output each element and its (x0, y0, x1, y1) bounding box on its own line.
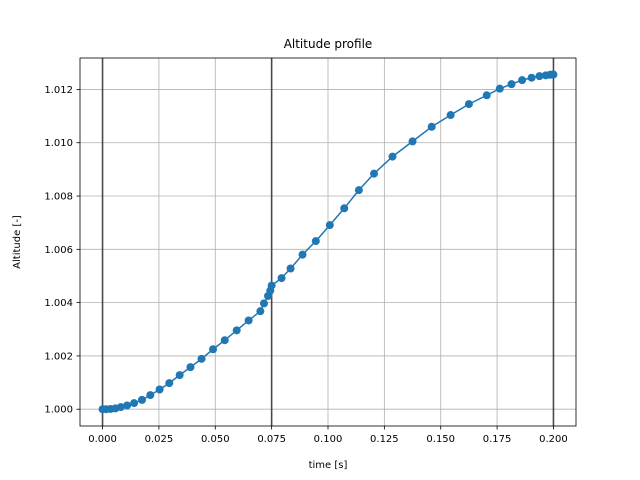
data-point (325, 221, 334, 230)
data-point (535, 72, 544, 81)
x-tick-label: 0.050 (201, 434, 230, 445)
data-point (427, 122, 436, 131)
data-point (549, 70, 558, 79)
x-tick-label: 0.025 (145, 434, 174, 445)
y-tick-label: 1.002 (44, 351, 73, 362)
data-point (175, 371, 184, 380)
y-tick-label: 1.012 (44, 85, 73, 96)
x-tick-label: 0.150 (426, 434, 455, 445)
data-point (197, 354, 206, 363)
y-tick-label: 1.008 (44, 192, 73, 203)
data-point (482, 91, 491, 100)
x-axis-label: time [s] (309, 460, 348, 471)
data-point (286, 264, 295, 273)
data-point (186, 363, 195, 372)
y-tick-label: 1.000 (44, 405, 73, 416)
chart-title: Altitude profile (284, 37, 373, 51)
data-point (155, 385, 164, 394)
data-point (256, 307, 265, 316)
data-point (267, 281, 276, 290)
y-tick-label: 1.006 (44, 245, 73, 256)
data-point (354, 186, 363, 195)
data-point (116, 403, 125, 412)
data-point (408, 137, 417, 146)
data-point (259, 299, 268, 308)
y-tick-label: 1.010 (44, 138, 73, 149)
x-tick-label: 0.200 (539, 434, 568, 445)
data-point (369, 169, 378, 178)
data-point (138, 395, 146, 404)
x-axis-ticks: 0.000 0.025 0.050 0.075 0.100 0.125 0.150 0.175… (88, 426, 568, 445)
x-tick-label: 0.000 (88, 434, 117, 445)
data-point (209, 345, 218, 354)
data-point (495, 84, 504, 93)
data-point (527, 73, 536, 82)
data-point (507, 80, 516, 89)
x-tick-label: 0.075 (257, 434, 286, 445)
data-point (277, 274, 286, 283)
data-point (311, 237, 320, 246)
data-point (388, 152, 397, 161)
series-altitude (98, 70, 558, 414)
data-point (464, 100, 473, 109)
x-tick-label: 0.175 (483, 434, 512, 445)
data-point (446, 111, 455, 120)
x-tick-label: 0.100 (314, 434, 343, 445)
data-point (220, 336, 229, 345)
data-point (130, 399, 139, 408)
data-point (232, 326, 241, 335)
data-point (146, 391, 155, 400)
y-axis-label: Altitude [-] (12, 215, 23, 269)
y-axis-ticks: 1.000 1.002 1.004 1.006 1.008 1.010 1.012 (44, 85, 80, 416)
series-line (102, 73, 554, 410)
data-point (298, 250, 307, 259)
y-tick-label: 1.004 (44, 298, 73, 309)
data-point (123, 401, 132, 410)
data-point (518, 76, 527, 85)
x-tick-label: 0.125 (370, 434, 399, 445)
data-point (244, 316, 253, 325)
data-point (340, 204, 349, 213)
data-point (165, 379, 174, 388)
vertical-markers (101, 58, 555, 426)
